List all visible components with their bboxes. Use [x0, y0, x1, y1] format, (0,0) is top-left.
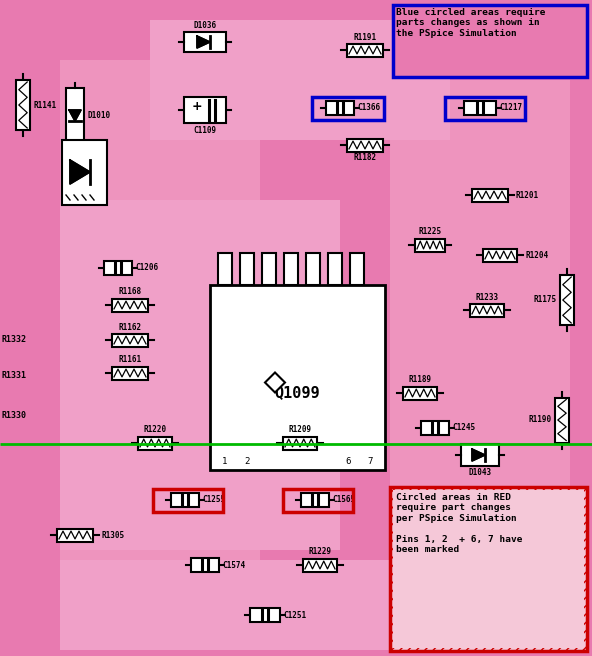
- Bar: [461, 444, 499, 466]
- Text: R1191: R1191: [353, 33, 377, 41]
- Bar: [153, 489, 223, 512]
- Text: R1168: R1168: [118, 287, 141, 297]
- Text: C1251: C1251: [283, 611, 306, 619]
- Bar: [403, 386, 437, 400]
- Text: 6: 6: [345, 457, 350, 466]
- Text: C1366: C1366: [357, 104, 380, 112]
- Text: D1010: D1010: [87, 110, 110, 119]
- Bar: [184, 97, 226, 123]
- Bar: [390, 80, 570, 560]
- Text: C1574: C1574: [222, 560, 245, 569]
- Bar: [326, 101, 354, 115]
- Bar: [390, 487, 587, 651]
- Text: C1245: C1245: [452, 424, 475, 432]
- Bar: [301, 493, 329, 507]
- Text: 7: 7: [367, 457, 373, 466]
- Bar: [191, 558, 219, 572]
- Text: R1330: R1330: [2, 411, 27, 419]
- Bar: [60, 560, 440, 650]
- Text: R1220: R1220: [143, 426, 166, 434]
- Text: R1141: R1141: [33, 100, 56, 110]
- Polygon shape: [472, 449, 485, 461]
- Text: Circled areas in RED
require part changes
per PSpice Simulation

Pins 1, 2  + 6,: Circled areas in RED require part change…: [396, 493, 523, 554]
- Bar: [483, 249, 517, 262]
- Text: 2: 2: [244, 457, 250, 466]
- Text: 1: 1: [223, 457, 228, 466]
- Bar: [560, 275, 574, 325]
- Bar: [112, 298, 148, 312]
- Text: R1190: R1190: [529, 415, 552, 424]
- Polygon shape: [69, 110, 81, 121]
- Text: C1565: C1565: [332, 495, 355, 504]
- Text: R1332: R1332: [2, 335, 27, 344]
- Text: Q1099: Q1099: [275, 385, 320, 400]
- Text: R1189: R1189: [408, 375, 432, 384]
- Polygon shape: [197, 36, 210, 48]
- Bar: [104, 261, 132, 275]
- Bar: [283, 489, 353, 512]
- Bar: [347, 138, 383, 152]
- Text: R1162: R1162: [118, 323, 141, 331]
- Polygon shape: [70, 160, 90, 184]
- Bar: [350, 253, 364, 285]
- Text: R1209: R1209: [288, 426, 311, 434]
- Text: R1225: R1225: [419, 228, 442, 237]
- Bar: [210, 285, 385, 470]
- Bar: [555, 398, 569, 443]
- Bar: [421, 421, 449, 435]
- Text: R1182: R1182: [353, 154, 377, 163]
- Text: D1036: D1036: [194, 21, 217, 30]
- Text: R1161: R1161: [118, 356, 141, 365]
- Text: R1331: R1331: [2, 371, 27, 380]
- Text: R1229: R1229: [308, 548, 332, 556]
- Text: R1305: R1305: [101, 531, 124, 539]
- Bar: [303, 558, 337, 571]
- Bar: [393, 490, 584, 648]
- Bar: [445, 97, 525, 120]
- Bar: [262, 253, 276, 285]
- Bar: [283, 436, 317, 449]
- Text: +: +: [192, 100, 202, 113]
- Bar: [16, 80, 30, 130]
- Bar: [472, 188, 508, 201]
- Bar: [171, 493, 199, 507]
- Polygon shape: [265, 373, 285, 392]
- Bar: [470, 304, 504, 316]
- Bar: [393, 5, 587, 77]
- Bar: [60, 60, 260, 620]
- Bar: [138, 436, 172, 449]
- Text: C1255: C1255: [202, 495, 225, 504]
- Bar: [62, 140, 107, 205]
- Bar: [57, 529, 93, 541]
- Bar: [240, 253, 254, 285]
- Text: C1206: C1206: [135, 264, 158, 272]
- Bar: [312, 97, 384, 120]
- Text: C1217: C1217: [499, 104, 522, 112]
- Bar: [464, 101, 496, 115]
- Bar: [284, 253, 298, 285]
- Bar: [415, 239, 445, 251]
- Text: R1204: R1204: [525, 251, 548, 260]
- Bar: [347, 43, 383, 56]
- Text: Blue circled areas require
parts changes as shown in
the PSpice Simulation: Blue circled areas require parts changes…: [396, 8, 545, 38]
- Bar: [60, 200, 340, 550]
- Bar: [150, 20, 450, 140]
- Bar: [112, 333, 148, 346]
- Text: R1175: R1175: [534, 295, 557, 304]
- Bar: [306, 253, 320, 285]
- Bar: [112, 367, 148, 380]
- Text: R1233: R1233: [475, 293, 498, 302]
- Bar: [328, 253, 342, 285]
- Bar: [66, 87, 84, 142]
- Bar: [184, 32, 226, 52]
- Text: R1201: R1201: [516, 190, 539, 199]
- Bar: [218, 253, 232, 285]
- Text: D1043: D1043: [468, 468, 491, 477]
- Bar: [250, 608, 280, 622]
- Text: C1109: C1109: [194, 126, 217, 135]
